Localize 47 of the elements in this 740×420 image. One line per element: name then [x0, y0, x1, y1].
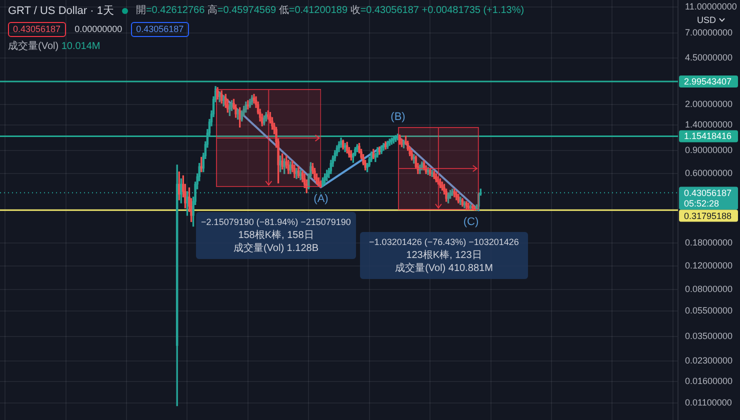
ref-line-label: 0.43056187 [684, 188, 732, 198]
y-tick-label: 0.18000000 [685, 237, 733, 248]
y-tick-label: 0.03500000 [685, 331, 733, 342]
price-button: 0.43056187 [8, 22, 66, 37]
chart-title: GRT / US Dollar · 1天 [8, 4, 114, 18]
ref-line-label: 2.99543407 [684, 76, 732, 86]
annotation: 成交量(Vol) 410.881M [394, 262, 494, 275]
y-tick-label: 4.50000000 [685, 52, 733, 63]
y-tick-label: 0.60000000 [685, 168, 733, 178]
annotation: −2.15079190 (−81.94%) −215079190 [200, 216, 352, 229]
annotation: (A) [314, 193, 328, 205]
y-tick-label: 2.00000000 [685, 99, 733, 110]
y-tick-label: 11.00000000 [685, 1, 737, 12]
annotation: 成交量(Vol) 10.014M [8, 41, 100, 52]
ref-line-label: 0.31795188 [684, 210, 732, 221]
candlestick [322, 177, 324, 187]
text: USD [697, 14, 716, 26]
y-tick-label: 0.01600000 [685, 376, 733, 386]
annotation: 成交量(Vol) 1.128B [232, 242, 320, 255]
candlestick [318, 177, 320, 187]
annotation: 158根K棒, 158日 [237, 229, 315, 242]
y-tick-label: 1.40000000 [685, 120, 733, 130]
y-tick-label: 0.02300000 [685, 355, 733, 366]
text: 05:52:28 [684, 198, 720, 208]
annotation: 123根K棒, 123日 [405, 249, 483, 262]
candlestick [398, 134, 401, 145]
candlestick [228, 102, 231, 116]
candlestick [402, 140, 405, 148]
y-tick-label: 0.05500000 [685, 305, 733, 316]
y-tick-label: 0.90000000 [685, 144, 733, 155]
y-tick-label: 0.12000000 [685, 260, 733, 271]
annotation: (B) [390, 111, 406, 123]
candlestick [400, 138, 403, 148]
candlestick [439, 178, 442, 188]
text: 開=0.42612766 高=0.45974569 低=0.41200189 收=0.43056187 +0.00481735 (+1.13%) [136, 5, 524, 16]
price-button: 0.43056187 [131, 22, 189, 37]
y-tick-label: 0.01100000 [685, 398, 732, 408]
annotation: 0.43056187 [13, 24, 61, 35]
y-tick-label: 0.08000000 [685, 284, 733, 294]
y-tick-label: 7.00000000 [685, 27, 733, 38]
candlestick [447, 192, 450, 204]
ref-line-label: 1.15418416 [684, 131, 732, 142]
annotation: 0.43056187 [136, 24, 184, 35]
annotation: −1.03201426 (−76.43%) −103201426 [368, 236, 520, 249]
candlestick [441, 182, 444, 191]
annotation: 0.00000000 [74, 23, 124, 36]
annotation: (C) [463, 216, 479, 228]
